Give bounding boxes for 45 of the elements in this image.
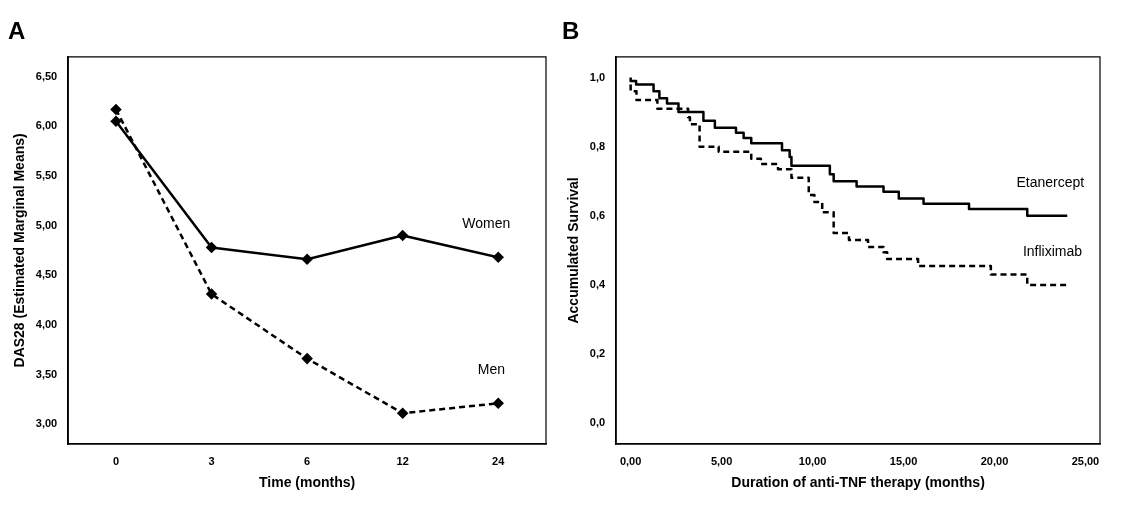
point	[492, 398, 504, 409]
point	[110, 104, 122, 115]
x-tick-label: 12	[396, 454, 409, 467]
y-tick-label: 5,00	[35, 218, 58, 231]
y-axis-title: Accumulated Survival	[565, 177, 582, 324]
x-tick-label: 6	[304, 454, 311, 467]
series-label: Men	[477, 361, 506, 378]
series-label: Etanercept	[1016, 173, 1085, 190]
point	[397, 230, 408, 241]
x-tick-label: 24	[492, 454, 506, 467]
point	[206, 288, 217, 300]
chart-title: A	[8, 17, 26, 45]
x-axis-title: Time (months)	[259, 474, 356, 491]
y-tick-label: 0,4	[589, 278, 606, 290]
y-tick-label: 5,50	[35, 168, 58, 181]
y-tick-label: 0,8	[589, 139, 606, 152]
y-tick-label: 0,0	[589, 416, 606, 429]
x-axis-title: Duration of anti-TNF therapy (months)	[731, 474, 985, 491]
y-tick-label: 0,2	[589, 347, 606, 360]
y-tick-label: 4,00	[35, 317, 58, 330]
y-axis-title: DAS28 (Estimated Marginal Means)	[11, 133, 28, 368]
x-tick-label: 5,00	[710, 454, 733, 467]
x-tick-label: 15,00	[889, 454, 918, 467]
series-label: Infliximab	[1022, 242, 1083, 259]
point	[492, 252, 504, 263]
y-tick-label: 3,50	[35, 367, 58, 380]
point	[301, 254, 313, 265]
chart-title: B	[562, 17, 580, 45]
point	[397, 407, 408, 419]
y-tick-label: 4,50	[35, 268, 58, 281]
y-tick-label: 6,00	[35, 119, 58, 132]
x-tick-label: 3	[208, 454, 215, 467]
point	[110, 116, 122, 127]
y-tick-label: 6,50	[35, 69, 58, 82]
y-tick-label: 0,6	[589, 208, 606, 221]
x-tick-label: 0,00	[619, 454, 642, 467]
x-tick-label: 25,00	[1071, 454, 1100, 467]
series-label: Women	[462, 215, 511, 232]
x-tick-label: 20,00	[980, 454, 1009, 467]
y-tick-label: 1,0	[589, 70, 606, 83]
y-tick-label: 3,00	[35, 417, 58, 430]
x-tick-label: 10,00	[798, 454, 827, 467]
point	[301, 353, 313, 364]
point	[206, 242, 217, 253]
x-tick-label: 0	[112, 454, 120, 467]
